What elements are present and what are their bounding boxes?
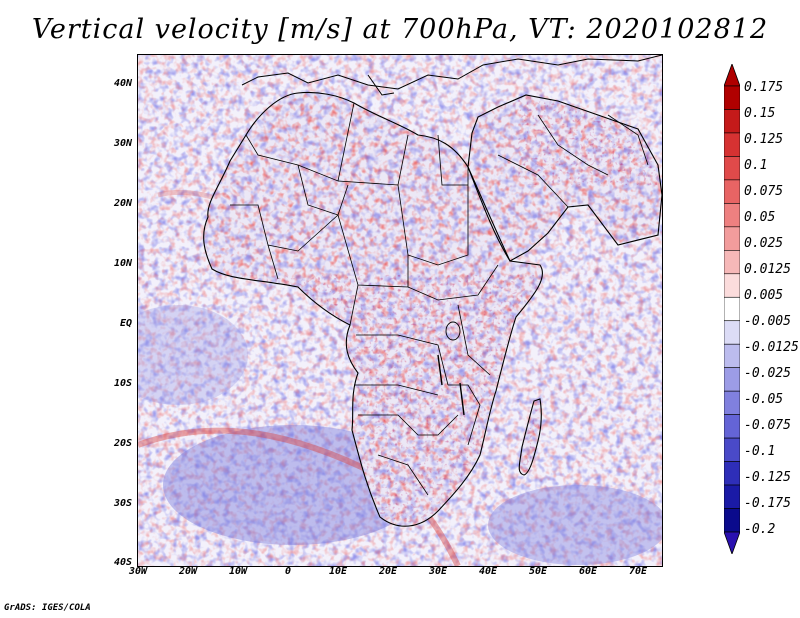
colorbar-label: 0.005 xyxy=(744,288,784,303)
colorbar-swatch xyxy=(724,156,740,181)
colorbar-swatch xyxy=(724,85,740,110)
colorbar xyxy=(724,64,740,554)
colorbar-top-arrow xyxy=(724,64,740,87)
colorbar-bottom-arrow xyxy=(724,531,740,554)
lon-label-50e: 50E xyxy=(528,566,548,577)
colorbar-label: -0.005 xyxy=(744,314,791,329)
colorbar-label: 0.0125 xyxy=(744,262,791,277)
colorbar-swatch xyxy=(724,203,740,228)
velocity-field-map xyxy=(138,55,662,566)
lake-victoria-outline xyxy=(445,321,461,341)
colorbar-swatch xyxy=(724,414,740,439)
lake-malawi-outline xyxy=(459,382,465,416)
colorbar-swatch xyxy=(724,273,740,298)
colorbar-label: -0.0125 xyxy=(744,340,799,355)
colorbar-swatch xyxy=(724,508,740,533)
lat-label-30n: 30N xyxy=(113,138,132,149)
colorbar-swatch xyxy=(724,250,740,275)
colorbar-label: 0.05 xyxy=(744,210,776,225)
colorbar-label: -0.175 xyxy=(744,496,791,511)
colorbar-label: -0.025 xyxy=(744,366,791,381)
lon-label-10w: 10W xyxy=(228,566,248,577)
lat-label-30s: 30S xyxy=(113,498,132,509)
colorbar-label: 0.15 xyxy=(744,106,776,121)
colorbar-swatch xyxy=(724,109,740,134)
colorbar-swatch xyxy=(724,390,740,415)
colorbar-swatch xyxy=(724,320,740,345)
italy-coastline xyxy=(367,74,395,96)
lat-label-40n: 40N xyxy=(113,78,132,89)
colorbar-label: 0.125 xyxy=(744,132,784,147)
colorbar-label: -0.125 xyxy=(744,470,791,485)
lat-label-10s: 10S xyxy=(113,378,132,389)
lat-label-20s: 20S xyxy=(113,438,132,449)
lat-label-eq: EQ xyxy=(119,318,132,329)
lon-label-10e: 10E xyxy=(328,566,348,577)
colorbar-swatch xyxy=(724,367,740,392)
lat-label-10n: 10N xyxy=(113,258,132,269)
colorbar-swatch xyxy=(724,343,740,368)
south-atlantic-subsidence xyxy=(163,425,423,545)
lon-label-40e: 40E xyxy=(478,566,498,577)
colorbar-label: -0.075 xyxy=(744,418,791,433)
colorbar-swatch xyxy=(724,437,740,462)
colorbar-swatch xyxy=(724,484,740,509)
colorbar-label: 0.025 xyxy=(744,236,784,251)
country-borders xyxy=(230,102,649,496)
colorbar-label: 0.175 xyxy=(744,80,784,95)
colorbar-label: 0.1 xyxy=(744,158,768,173)
colorbar-label: -0.05 xyxy=(744,392,784,407)
frontal-ascent-band xyxy=(138,427,461,566)
lon-label-0: 0 xyxy=(284,566,292,577)
grads-credit: GrADS: IGES/COLA xyxy=(4,603,91,613)
map-panel[interactable] xyxy=(137,54,663,567)
colorbar-swatch xyxy=(724,179,740,204)
colorbar-swatch xyxy=(724,226,740,251)
colorbar-label: 0.075 xyxy=(744,184,784,199)
colorbar-label: -0.1 xyxy=(744,444,776,459)
east-atlantic-subsidence xyxy=(138,305,248,405)
lat-label-20n: 20N xyxy=(113,198,132,209)
lon-label-30w: 30W xyxy=(128,566,148,577)
lon-label-60e: 60E xyxy=(578,566,598,577)
lat-label-40s: 40S xyxy=(113,557,132,568)
lon-label-20e: 20E xyxy=(378,566,398,577)
lon-label-70e: 70E xyxy=(628,566,648,577)
colorbar-swatch xyxy=(724,132,740,157)
europe-coastline xyxy=(241,55,662,90)
chart-title: Vertical velocity [m/s] at 700hPa, VT: 2… xyxy=(31,14,769,45)
lon-label-20w: 20W xyxy=(178,566,198,577)
lake-tanganyika-outline xyxy=(437,354,443,386)
lon-label-30e: 30E xyxy=(428,566,448,577)
colorbar-swatch xyxy=(724,461,740,486)
colorbar-swatch xyxy=(724,296,740,322)
colorbar-label: -0.2 xyxy=(744,522,776,537)
indian-ocean-subsidence xyxy=(488,485,662,565)
